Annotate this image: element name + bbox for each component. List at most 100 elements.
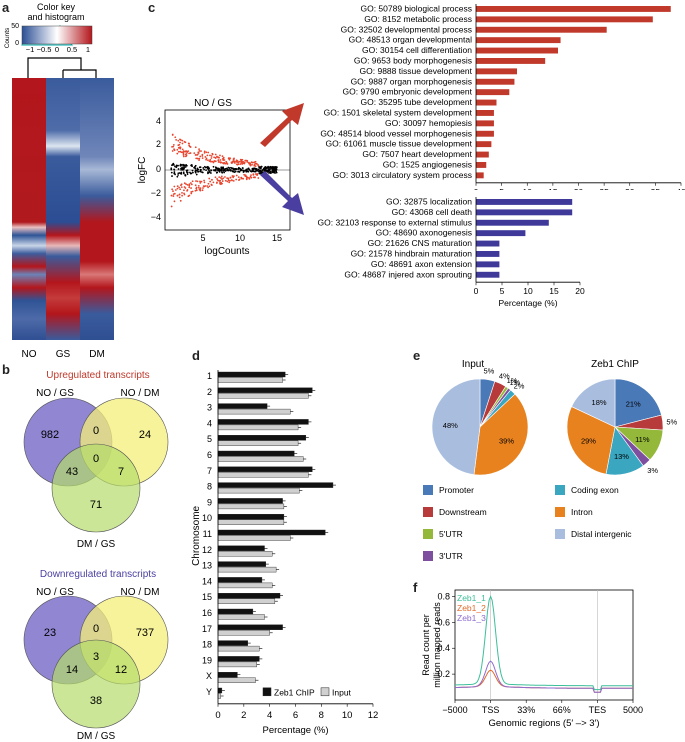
pie-slice [614, 378, 662, 428]
go-category-label: GO: 32103 response to external stimulus [318, 217, 473, 227]
pie-legend-label: Intron [571, 507, 593, 517]
heatmap-label-no: NO [22, 349, 37, 360]
chromosome-bar [217, 535, 291, 541]
chromosome-bar [217, 456, 304, 462]
plot-frame [454, 589, 634, 701]
go-category-label: GO: 32875 localization [386, 197, 472, 207]
x-tick-label: 33% [517, 705, 535, 715]
go-bar [476, 68, 517, 75]
counts-tick-0: 0 [15, 40, 19, 47]
x-tick-label: 0 [474, 286, 479, 296]
svg-text:15: 15 [272, 233, 282, 243]
go-category-label: GO: 1525 angiogenesis [383, 160, 472, 170]
pie-legend-swatch [423, 507, 433, 517]
svg-text:10: 10 [235, 233, 245, 243]
y-axis-label: Chromosome [191, 505, 202, 565]
x-tick-label: 66% [553, 705, 571, 715]
x-tick-label: 20 [574, 187, 584, 190]
chromosome-label: 13 [202, 561, 212, 571]
go-bar [476, 151, 489, 158]
chromosome-bar [217, 503, 285, 510]
heatmap-column-no [12, 78, 46, 340]
pie-slice-label: 3% [647, 466, 658, 475]
x-tick-label: 6 [293, 710, 298, 721]
profile-legend-label: Zeb1_3 [457, 613, 486, 623]
chromosome-label: 5 [207, 434, 212, 444]
svg-text:7: 7 [118, 466, 124, 478]
heatmap-panel: Color key and histogram Counts 50 0 [4, 2, 114, 360]
pie-slice [473, 393, 529, 476]
chromosome-bar [217, 630, 270, 636]
svg-text:NO / GS: NO / GS [36, 587, 74, 598]
x-axis-label: Percentage (%) [498, 298, 557, 308]
svg-text:0: 0 [93, 623, 99, 635]
pie-legend-label: Promoter [439, 485, 474, 495]
go-category-label: GO: 1501 skeletal system development [324, 108, 473, 118]
svg-text:737: 737 [136, 627, 154, 639]
pie-slice [566, 406, 616, 475]
down-arrow-icon [260, 171, 304, 215]
chromosome-bar [217, 656, 260, 662]
go-category-label: GO: 21578 hindbrain maturation [351, 249, 473, 259]
svg-text:1: 1 [86, 45, 90, 54]
chromosome-label: 8 [207, 482, 212, 492]
go-bar [476, 16, 653, 23]
y-tick-label: 0.8 [437, 591, 450, 601]
pie-slice [431, 378, 481, 475]
go-bar [476, 78, 515, 85]
chromosome-bar [217, 387, 313, 393]
heatmap-column-dm [80, 78, 114, 340]
pie-legend-swatch [555, 485, 565, 495]
chromosome-label: 15 [202, 592, 212, 602]
pie-slice-label: 1% [510, 378, 521, 387]
pie-legend-label: Downstream [439, 507, 487, 517]
x-tick-label: 15 [548, 187, 558, 190]
chromosome-bar [217, 403, 268, 409]
chromosome-label: Y [206, 687, 212, 697]
venn-up-title: Upregulated transcripts [46, 370, 149, 381]
go-category-label: GO: 8152 metabolic process [364, 14, 472, 24]
pie-legend-label: Coding exon [571, 485, 619, 495]
x-tick-label: 40 [676, 187, 685, 190]
x-tick-label: 15 [549, 286, 559, 296]
svg-text:0: 0 [156, 164, 161, 174]
chromosome-bar [217, 592, 281, 599]
chromosome-bar [217, 561, 266, 567]
counts-label: Counts [4, 27, 11, 48]
chromosome-bar [217, 513, 285, 520]
ma-plot: NO / GS 4 2 0 −2 −4 5 10 15 logCounts lo… [137, 98, 291, 257]
svg-text:−4: −4 [151, 212, 161, 222]
svg-text:0: 0 [55, 45, 59, 54]
svg-text:−2: −2 [151, 188, 161, 198]
go-category-label: GO: 30154 cell differentiation [362, 45, 472, 55]
chromosome-bar [217, 608, 254, 615]
pie-slice-label: 1% [507, 376, 518, 385]
pie-slice-label: 11% [635, 435, 650, 444]
ma-ylabel: logFC [137, 157, 148, 184]
go-bar [476, 251, 500, 257]
pie-title: Input [462, 359, 484, 370]
chromosome-label: 9 [207, 497, 212, 507]
pie-legend-swatch [555, 507, 565, 517]
chromosome-bar [217, 482, 334, 488]
up-arrow-icon [260, 103, 304, 147]
pie-legend-swatch [423, 485, 433, 495]
go-bar [476, 89, 510, 96]
x-tick-label: 5 [500, 286, 505, 296]
go-bar [476, 219, 549, 226]
venn-panel: Upregulated transcripts NO / GS NO / DM … [23, 370, 169, 742]
go-category-label: GO: 32502 developmental process [341, 24, 472, 34]
go-category-label: GO: 30097 hemopiesis [385, 118, 472, 128]
x-tick-label: 25 [599, 187, 609, 190]
y-axis-label: Read count per [421, 614, 431, 676]
svg-text:38: 38 [90, 695, 102, 707]
color-key-subtitle: and histogram [27, 12, 84, 22]
chromosome-bar [217, 466, 313, 473]
go-category-label: GO: 9888 tissue development [360, 66, 473, 76]
venn-down: Downregulated transcripts NO / GS NO / D… [23, 569, 169, 742]
panel-label-f: f [413, 580, 418, 595]
chromosome-label: X [206, 671, 212, 681]
pie-slice-label: 4% [499, 371, 510, 380]
